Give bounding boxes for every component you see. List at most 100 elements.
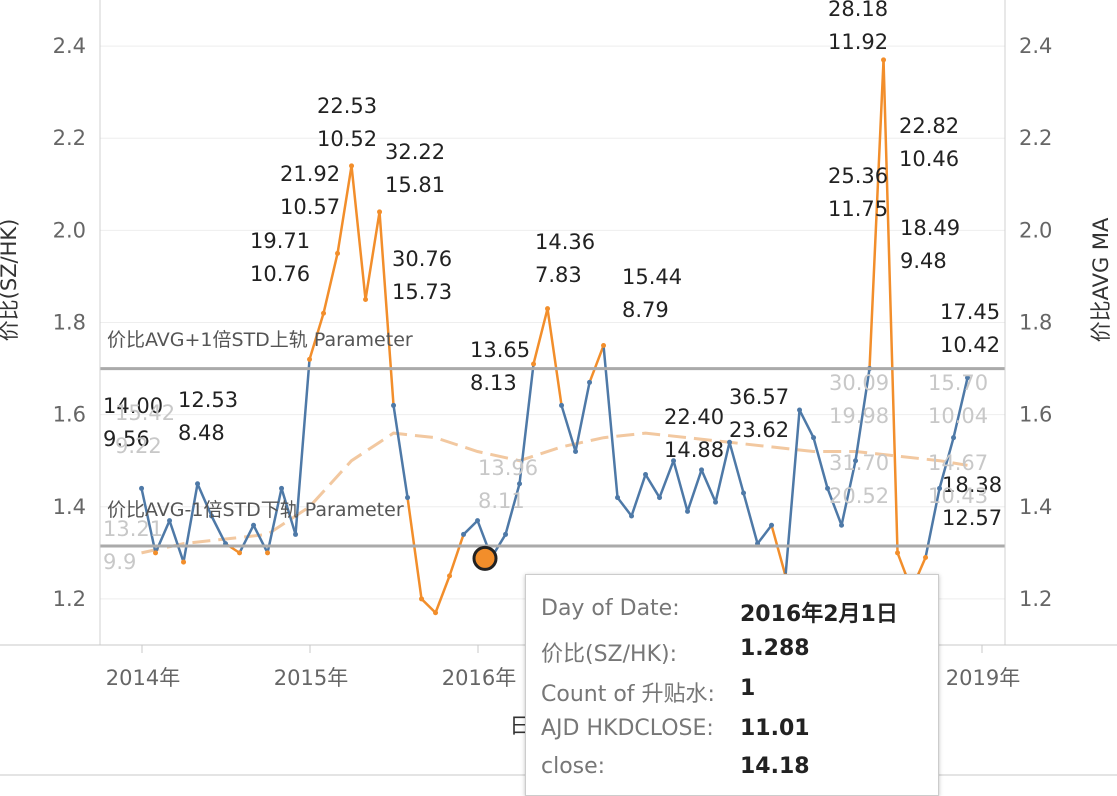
series-point[interactable] xyxy=(279,485,285,491)
series-point[interactable] xyxy=(265,550,271,556)
series-point[interactable] xyxy=(629,513,635,519)
data-label: 13.65 xyxy=(470,338,530,362)
series-point[interactable] xyxy=(181,559,187,565)
series-point[interactable] xyxy=(965,375,971,381)
series-point[interactable] xyxy=(685,508,691,514)
series-point[interactable] xyxy=(923,554,929,560)
data-label: 8.79 xyxy=(622,298,669,322)
data-label: 7.83 xyxy=(535,263,582,287)
series-point[interactable] xyxy=(139,485,145,491)
series-segment xyxy=(756,523,773,545)
series-point[interactable] xyxy=(881,57,887,63)
series-point[interactable] xyxy=(167,518,173,524)
data-label: 20.52 xyxy=(829,484,889,508)
series-segment xyxy=(462,519,479,536)
data-label: 11.75 xyxy=(828,197,888,221)
tooltip-value: 2016年2月1日 xyxy=(740,602,898,627)
series-point[interactable] xyxy=(391,402,397,408)
series-point[interactable] xyxy=(293,531,299,537)
series-point[interactable] xyxy=(461,531,467,537)
y-axis-title-left: 价比(SZ/HK) xyxy=(0,219,21,342)
series-point[interactable] xyxy=(573,449,579,454)
series-point[interactable] xyxy=(699,467,705,473)
ratio-series xyxy=(139,57,971,616)
series-point[interactable] xyxy=(349,163,355,169)
series-point[interactable] xyxy=(615,495,621,501)
series-point[interactable] xyxy=(713,499,719,505)
series-point[interactable] xyxy=(643,472,649,478)
series-point[interactable] xyxy=(657,495,663,501)
series-segment xyxy=(784,408,801,578)
y-tick-right: 2.2 xyxy=(1019,126,1052,150)
series-point[interactable] xyxy=(727,439,733,445)
series-point[interactable] xyxy=(251,522,257,528)
data-label: 22.82 xyxy=(899,114,959,138)
highlighted-point[interactable] xyxy=(472,545,498,571)
data-label: 19.71 xyxy=(250,229,310,253)
series-segment xyxy=(644,473,661,499)
series-segment xyxy=(434,574,451,614)
series-point[interactable] xyxy=(825,485,831,491)
data-label: 8.13 xyxy=(470,371,517,395)
data-label: 15.44 xyxy=(622,265,682,289)
tooltip-value: 11.01 xyxy=(740,716,810,741)
series-point[interactable] xyxy=(895,550,901,556)
series-point[interactable] xyxy=(405,495,411,501)
series-point[interactable] xyxy=(797,407,803,413)
series-point[interactable] xyxy=(951,435,957,441)
series-point[interactable] xyxy=(545,306,551,312)
series-point[interactable] xyxy=(531,361,537,367)
series-point[interactable] xyxy=(517,481,523,487)
reference-label: 价比AVG+1倍STD上轨 Parameter xyxy=(107,329,413,351)
series-point[interactable] xyxy=(377,209,383,215)
data-label: 19.98 xyxy=(829,404,889,428)
y-tick-right: 2.0 xyxy=(1019,218,1052,242)
series-point[interactable] xyxy=(335,250,341,256)
series-point[interactable] xyxy=(321,310,327,316)
data-label: 12.53 xyxy=(178,388,238,412)
series-point[interactable] xyxy=(307,356,313,362)
series-point[interactable] xyxy=(587,379,593,385)
data-label: 30.09 xyxy=(829,371,889,395)
series-point[interactable] xyxy=(559,402,565,408)
series-point[interactable] xyxy=(811,435,817,441)
series-point[interactable] xyxy=(601,343,607,349)
series-point[interactable] xyxy=(671,458,677,464)
data-label: 15.42 xyxy=(115,401,175,425)
data-label: 21.92 xyxy=(280,162,340,186)
series-point[interactable] xyxy=(195,481,201,487)
y-tick-left: 1.2 xyxy=(53,587,86,611)
tooltip: Day of Date: 2016年2月1日 价比(SZ/HK): 1.288 … xyxy=(525,574,939,796)
x-tick-label: 2014年 xyxy=(106,666,180,690)
series-segment xyxy=(168,519,185,564)
series-segment xyxy=(770,523,787,578)
tooltip-value: 14.18 xyxy=(740,754,810,779)
series-point[interactable] xyxy=(937,485,943,491)
series-point[interactable] xyxy=(475,518,481,524)
y-tick-right: 1.6 xyxy=(1019,403,1052,427)
series-point[interactable] xyxy=(741,490,747,496)
tooltip-value: 1.288 xyxy=(740,636,810,661)
data-label: 10.43 xyxy=(928,484,988,508)
series-point[interactable] xyxy=(447,573,453,579)
series-segment xyxy=(742,491,759,545)
data-label: 9.9 xyxy=(103,550,136,574)
series-point[interactable] xyxy=(433,610,439,616)
series-point[interactable] xyxy=(853,458,859,464)
x-tick-label: 2019年 xyxy=(946,666,1020,690)
series-point[interactable] xyxy=(237,550,243,556)
series-point[interactable] xyxy=(769,522,775,528)
series-point[interactable] xyxy=(153,550,159,556)
x-tick-label: 2015年 xyxy=(274,666,348,690)
series-point[interactable] xyxy=(839,522,845,528)
series-segment xyxy=(392,404,409,499)
series-point[interactable] xyxy=(503,531,509,537)
data-label: 18.49 xyxy=(900,216,960,240)
series-point[interactable] xyxy=(209,513,215,519)
series-segment xyxy=(868,58,885,370)
series-segment xyxy=(826,487,843,527)
data-label: 15.73 xyxy=(392,280,452,304)
data-label: 9.48 xyxy=(900,249,947,273)
series-point[interactable] xyxy=(419,596,425,602)
series-point[interactable] xyxy=(363,296,369,302)
